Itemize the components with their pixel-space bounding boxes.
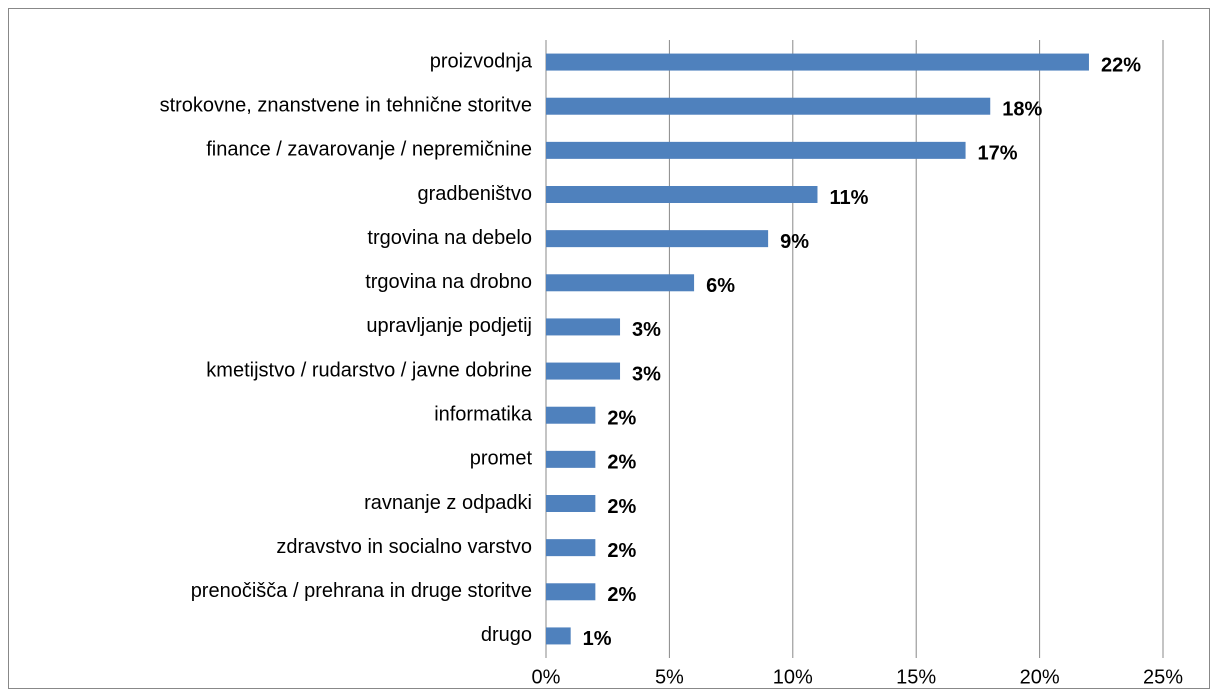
y-tick-label: upravljanje podjetij xyxy=(366,315,532,337)
bar xyxy=(546,583,596,601)
y-tick-label: kmetijstvo / rudarstvo / javne dobrine xyxy=(206,359,532,381)
value-label: 6% xyxy=(706,275,735,297)
y-tick-label: proizvodnja xyxy=(430,50,533,72)
x-tick-label: 0% xyxy=(532,666,561,688)
bar xyxy=(546,362,621,380)
x-tick-label: 5% xyxy=(655,666,684,688)
y-tick-label: gradbeništvo xyxy=(417,183,532,205)
value-label: 3% xyxy=(632,363,661,385)
bar xyxy=(546,53,1089,71)
value-label: 2% xyxy=(607,407,636,429)
x-tick-label: 25% xyxy=(1143,666,1183,688)
value-label: 2% xyxy=(607,540,636,562)
value-label: 9% xyxy=(780,231,809,253)
x-tick-label: 10% xyxy=(773,666,813,688)
value-label: 2% xyxy=(607,496,636,518)
y-tick-label: finance / zavarovanje / nepremičnine xyxy=(206,139,532,161)
y-tick-label: zdravstvo in socialno varstvo xyxy=(276,536,532,558)
value-label: 17% xyxy=(978,143,1018,165)
bar xyxy=(546,450,596,468)
bar xyxy=(546,495,596,512)
bar xyxy=(546,318,621,336)
value-label: 22% xyxy=(1101,54,1141,76)
value-label: 3% xyxy=(632,319,661,341)
value-label: 1% xyxy=(583,628,612,650)
x-tick-label: 20% xyxy=(1020,666,1060,688)
y-tick-label: trgovina na drobno xyxy=(365,271,532,293)
value-label: 18% xyxy=(1002,98,1042,120)
bar xyxy=(546,539,596,557)
bar xyxy=(546,230,769,248)
bar xyxy=(546,274,695,292)
bar xyxy=(546,406,596,424)
value-label: 2% xyxy=(607,584,636,606)
y-tick-label: prenočišča / prehrana in druge storitve xyxy=(191,580,532,602)
y-tick-label: drugo xyxy=(481,624,532,646)
bar xyxy=(546,97,991,115)
value-label: 2% xyxy=(607,452,636,474)
bar xyxy=(546,627,571,645)
y-tick-label: ravnanje z odpadki xyxy=(364,492,532,514)
y-tick-label: trgovina na debelo xyxy=(367,227,532,249)
bar xyxy=(546,186,818,203)
y-tick-label: promet xyxy=(470,448,533,470)
x-tick-label: 15% xyxy=(896,666,936,688)
y-tick-label: informatika xyxy=(434,403,533,425)
chart-frame xyxy=(8,8,1210,689)
y-tick-label: strokovne, znanstvene in tehnične storit… xyxy=(160,94,532,116)
bar xyxy=(546,141,966,159)
value-label: 11% xyxy=(829,187,868,209)
